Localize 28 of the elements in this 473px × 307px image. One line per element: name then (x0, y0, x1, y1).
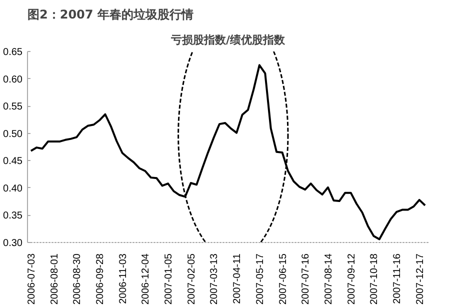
x-tick-label: 2007-04-11 (232, 253, 244, 304)
chart-subtitle: 亏损股指数/绩优股指数 (170, 34, 286, 46)
x-tick-label: 2006-07-03 (26, 253, 38, 305)
x-tick-label: 2006-11-03 (118, 253, 129, 304)
x-tick-label: 2006-09-28 (94, 253, 106, 305)
y-tick-label: 0.35 (3, 210, 23, 222)
y-tick-label: 0.60 (3, 74, 23, 86)
x-tick-label: 2007-05-17 (254, 253, 266, 305)
x-tick-label: 2007-02-05 (186, 253, 198, 305)
x-tick-label: 2007-01-05 (164, 253, 175, 305)
y-tick-label: 0.45 (3, 156, 23, 168)
x-tick-label: 2007-03-13 (209, 253, 220, 305)
x-tick-label: 2007-06-15 (278, 253, 289, 305)
chart-title: 图2：2007 年春的垃圾股行情 (28, 8, 194, 22)
x-tick-label: 2006-12-04 (140, 253, 152, 305)
y-tick-label: 0.65 (3, 47, 23, 58)
y-tick-label: 0.40 (3, 183, 23, 194)
y-tick-label: 0.55 (3, 102, 23, 113)
x-tick-label: 2007-07-16 (300, 253, 312, 305)
y-tick-label: 0.50 (3, 128, 23, 140)
x-tick-label: 2006-08-30 (72, 253, 84, 305)
x-tick-label: 2007-10-18 (369, 253, 380, 305)
x-tick-label: 2007-11-16 (392, 253, 404, 304)
x-tick-label: 2007-09-12 (346, 253, 358, 305)
x-tick-label: 2006-08-01 (49, 253, 60, 305)
x-tick-label: 2007-08-14 (323, 253, 334, 305)
y-tick-label: 0.30 (3, 238, 23, 249)
x-tick-label: 2007-12-17 (414, 253, 426, 305)
